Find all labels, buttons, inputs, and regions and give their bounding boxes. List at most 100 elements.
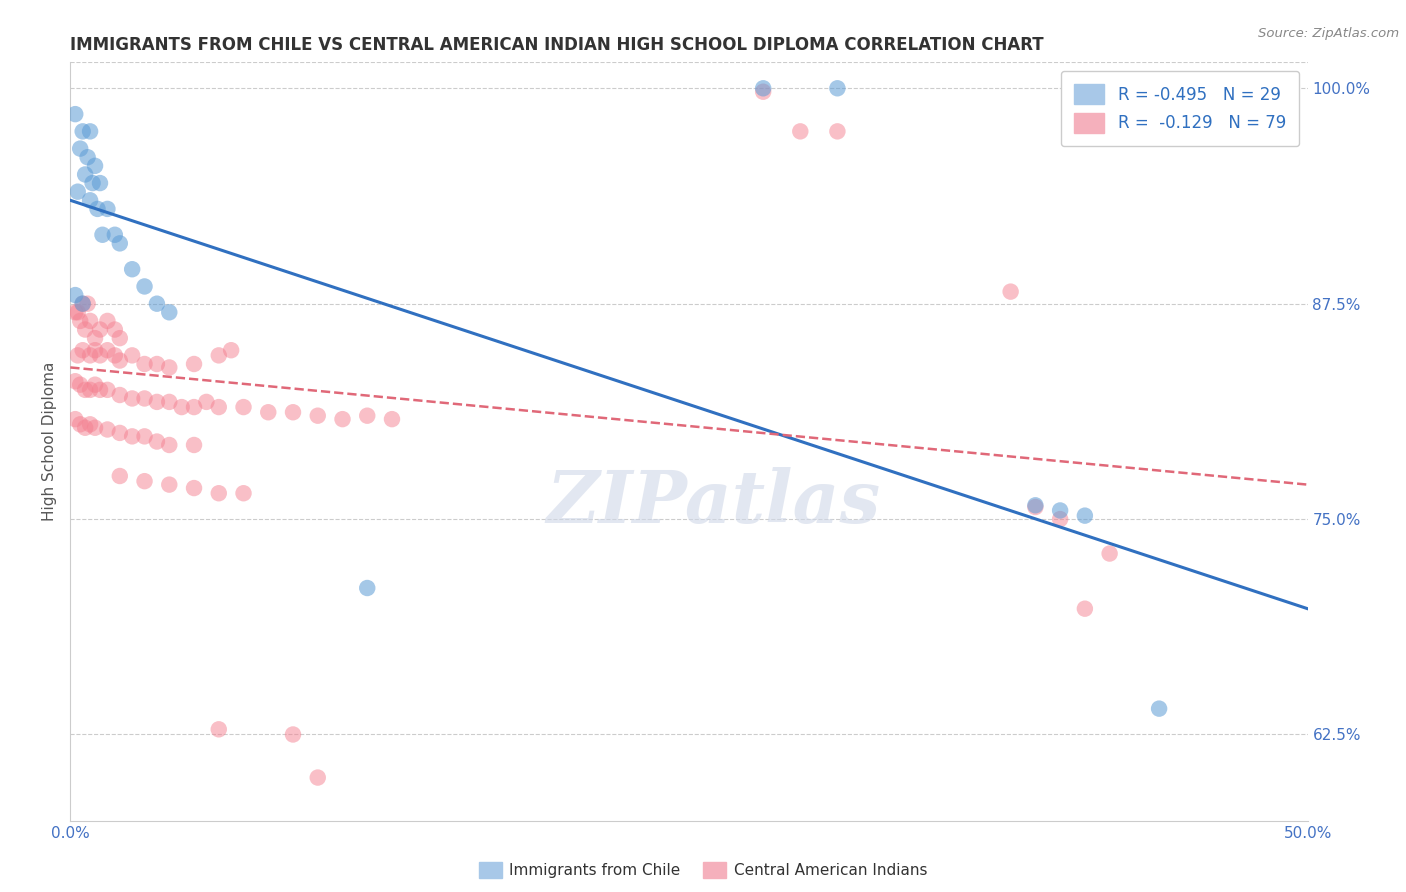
Point bbox=[281, 405, 304, 419]
Point bbox=[356, 581, 378, 595]
Text: ZIPatlas: ZIPatlas bbox=[547, 467, 880, 538]
Point bbox=[208, 348, 231, 362]
Point bbox=[65, 107, 87, 121]
Point bbox=[72, 296, 94, 310]
Point bbox=[1049, 503, 1071, 517]
Point bbox=[108, 388, 131, 402]
Point bbox=[84, 421, 107, 435]
Point bbox=[108, 469, 131, 483]
Point bbox=[79, 314, 101, 328]
Point bbox=[121, 429, 143, 443]
Point bbox=[104, 322, 127, 336]
Point bbox=[108, 236, 131, 251]
Point bbox=[307, 771, 329, 785]
Point bbox=[356, 409, 378, 423]
Point bbox=[75, 421, 97, 435]
Y-axis label: High School Diploma: High School Diploma bbox=[42, 362, 58, 521]
Point bbox=[1024, 500, 1046, 514]
Point bbox=[89, 348, 111, 362]
Point bbox=[96, 422, 118, 436]
Point bbox=[1024, 498, 1046, 512]
Point bbox=[96, 202, 118, 216]
Point bbox=[381, 412, 404, 426]
Point bbox=[75, 168, 97, 182]
Point bbox=[332, 412, 354, 426]
Point bbox=[79, 194, 101, 208]
Point bbox=[183, 438, 205, 452]
Point bbox=[72, 296, 94, 310]
Point bbox=[146, 434, 169, 449]
Legend: R = -0.495   N = 29, R =  -0.129   N = 79: R = -0.495 N = 29, R = -0.129 N = 79 bbox=[1062, 70, 1299, 146]
Point bbox=[76, 296, 98, 310]
Text: Source: ZipAtlas.com: Source: ZipAtlas.com bbox=[1258, 27, 1399, 40]
Point bbox=[66, 185, 89, 199]
Point bbox=[170, 400, 193, 414]
Point bbox=[65, 412, 87, 426]
Point bbox=[183, 400, 205, 414]
Point bbox=[65, 374, 87, 388]
Point bbox=[79, 348, 101, 362]
Point bbox=[157, 305, 180, 319]
Point bbox=[82, 176, 104, 190]
Point bbox=[108, 353, 131, 368]
Point bbox=[183, 481, 205, 495]
Point bbox=[183, 357, 205, 371]
Point bbox=[89, 176, 111, 190]
Point bbox=[79, 383, 101, 397]
Point bbox=[84, 343, 107, 358]
Point bbox=[84, 331, 107, 345]
Point bbox=[827, 124, 849, 138]
Point bbox=[257, 405, 280, 419]
Text: IMMIGRANTS FROM CHILE VS CENTRAL AMERICAN INDIAN HIGH SCHOOL DIPLOMA CORRELATION: IMMIGRANTS FROM CHILE VS CENTRAL AMERICA… bbox=[70, 36, 1043, 54]
Point bbox=[1147, 701, 1170, 715]
Point bbox=[1098, 547, 1121, 561]
Point bbox=[89, 383, 111, 397]
Point bbox=[157, 438, 180, 452]
Point bbox=[232, 400, 254, 414]
Point bbox=[69, 314, 91, 328]
Point bbox=[108, 331, 131, 345]
Point bbox=[195, 395, 218, 409]
Point bbox=[752, 85, 775, 99]
Point bbox=[232, 486, 254, 500]
Point bbox=[1074, 508, 1097, 523]
Point bbox=[91, 227, 114, 242]
Point bbox=[75, 383, 97, 397]
Point bbox=[307, 409, 329, 423]
Point bbox=[69, 377, 91, 392]
Point bbox=[789, 124, 811, 138]
Point bbox=[79, 417, 101, 432]
Legend: Immigrants from Chile, Central American Indians: Immigrants from Chile, Central American … bbox=[472, 856, 934, 884]
Point bbox=[84, 377, 107, 392]
Point bbox=[72, 124, 94, 138]
Point bbox=[134, 392, 156, 406]
Point bbox=[146, 357, 169, 371]
Point bbox=[108, 425, 131, 440]
Point bbox=[752, 81, 775, 95]
Point bbox=[104, 348, 127, 362]
Point bbox=[65, 305, 87, 319]
Point bbox=[157, 360, 180, 375]
Point bbox=[66, 305, 89, 319]
Point bbox=[827, 81, 849, 95]
Point bbox=[121, 262, 143, 277]
Point bbox=[134, 279, 156, 293]
Point bbox=[208, 486, 231, 500]
Point bbox=[96, 383, 118, 397]
Point bbox=[157, 395, 180, 409]
Point bbox=[146, 395, 169, 409]
Point bbox=[76, 150, 98, 164]
Point bbox=[134, 357, 156, 371]
Point bbox=[86, 202, 108, 216]
Point bbox=[219, 343, 242, 358]
Point bbox=[84, 159, 107, 173]
Point bbox=[96, 314, 118, 328]
Point bbox=[96, 343, 118, 358]
Point bbox=[121, 348, 143, 362]
Point bbox=[1000, 285, 1022, 299]
Point bbox=[65, 288, 87, 302]
Point bbox=[208, 400, 231, 414]
Point bbox=[1074, 601, 1097, 615]
Point bbox=[89, 322, 111, 336]
Point bbox=[157, 477, 180, 491]
